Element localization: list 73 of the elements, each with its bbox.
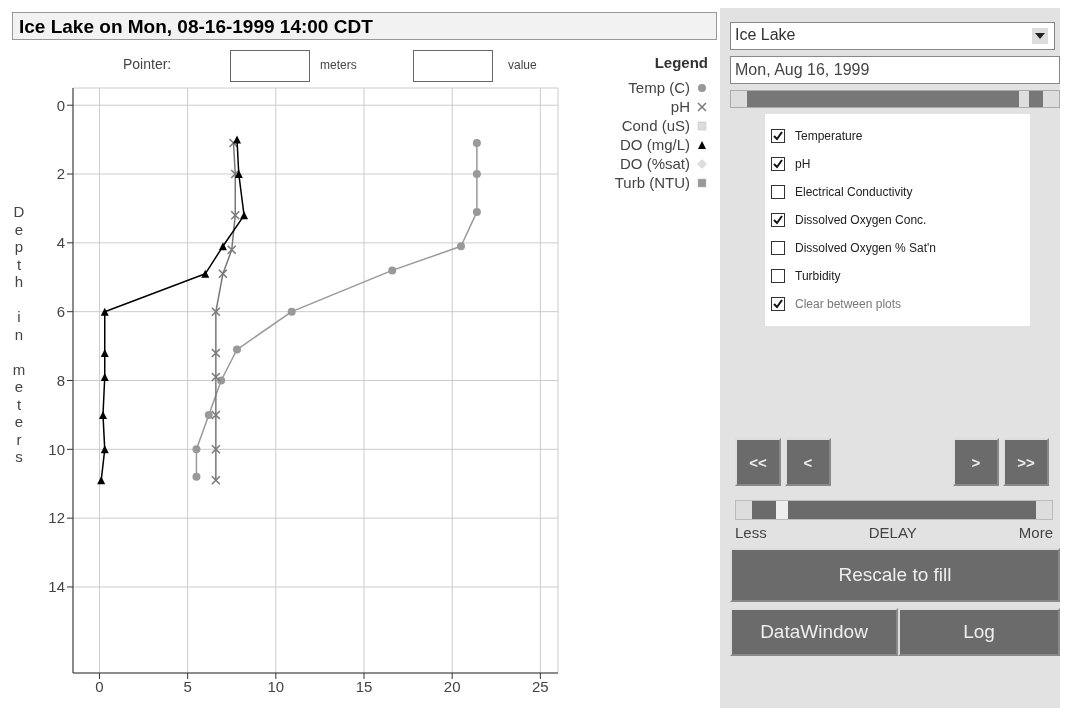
text: pH xyxy=(794,156,812,173)
text: Rescale to fill xyxy=(730,548,1060,602)
y-tick-label: 14 xyxy=(48,578,65,596)
text: DataWindow xyxy=(730,608,898,656)
point xyxy=(211,372,221,382)
point xyxy=(211,475,221,486)
x-tick-label: 25 xyxy=(532,677,549,695)
text: More xyxy=(1018,524,1053,541)
text: >> xyxy=(1003,438,1049,486)
text: Electrical Conductivity xyxy=(794,184,914,201)
point xyxy=(218,242,227,251)
point xyxy=(192,472,201,481)
text: Depth in meters xyxy=(12,203,26,465)
point xyxy=(226,244,237,255)
y-tick-label: 0 xyxy=(56,96,65,114)
point xyxy=(234,170,243,179)
x-tick-label: 10 xyxy=(267,677,285,695)
point xyxy=(233,135,242,144)
x-tick-label: 15 xyxy=(355,677,373,695)
point xyxy=(472,170,481,179)
point xyxy=(217,376,226,385)
legend-label: Cond (uS) xyxy=(621,117,690,134)
legend-label: pH xyxy=(670,98,690,115)
y-tick-label: 6 xyxy=(56,303,65,320)
legend-title: Legend xyxy=(654,54,708,71)
point xyxy=(211,306,221,317)
text: Ice Lake xyxy=(735,26,796,44)
point xyxy=(388,266,397,275)
y-tick-label: 10 xyxy=(48,440,65,458)
point xyxy=(211,410,221,420)
point xyxy=(201,269,210,278)
text: Temperature xyxy=(794,128,864,145)
y-tick-label: 8 xyxy=(56,371,65,389)
text: Less xyxy=(735,524,767,541)
x-tick-label: 0 xyxy=(95,677,104,695)
text: < xyxy=(785,438,831,486)
point xyxy=(218,269,228,279)
point xyxy=(100,307,109,316)
x-tick-label: 20 xyxy=(443,677,461,695)
point xyxy=(230,210,240,221)
point xyxy=(211,444,221,455)
text: meters xyxy=(320,58,357,72)
point xyxy=(457,242,465,251)
point xyxy=(211,348,221,358)
y-tick-label: 4 xyxy=(56,234,65,252)
text: > xyxy=(953,438,999,486)
text: << xyxy=(735,438,781,486)
point xyxy=(192,445,201,454)
point xyxy=(240,211,249,220)
x-tick-label: 5 xyxy=(183,677,192,695)
point xyxy=(472,139,481,148)
chart-title: Ice Lake on Mon, 08-16-1999 14:00 CDT xyxy=(12,12,717,40)
text: value xyxy=(508,58,537,72)
legend-label: Temp (C) xyxy=(628,79,690,96)
point xyxy=(100,348,109,357)
y-tick-label: 12 xyxy=(48,509,65,527)
point xyxy=(98,410,107,419)
point xyxy=(287,307,296,316)
text: Turbidity xyxy=(794,268,842,285)
legend-label: Turb (NTU) xyxy=(614,174,690,191)
point xyxy=(204,410,213,419)
point xyxy=(472,207,481,216)
text: DELAY xyxy=(868,524,917,541)
text: Dissolved Oxygen Conc. xyxy=(794,212,928,229)
text: Dissolved Oxygen % Sat'n xyxy=(794,240,938,257)
text: Log xyxy=(898,608,1060,656)
y-tick-label: 2 xyxy=(56,165,65,183)
text: Mon, Aug 16, 1999 xyxy=(730,56,1060,84)
legend-label: DO (%sat) xyxy=(619,155,690,172)
text: Clear between plots xyxy=(794,296,903,313)
text: Pointer: xyxy=(123,56,172,72)
legend-label: DO (mg/L) xyxy=(619,136,690,153)
point xyxy=(233,345,242,354)
